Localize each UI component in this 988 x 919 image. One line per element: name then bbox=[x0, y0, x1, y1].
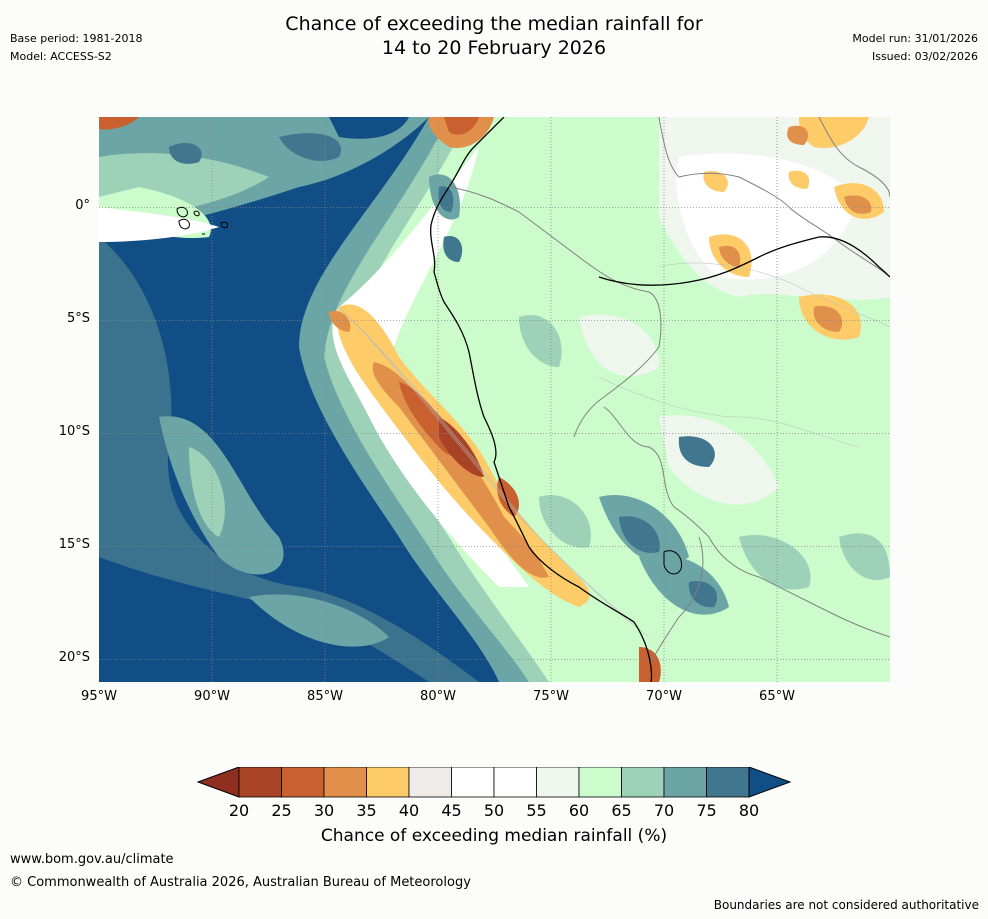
copyright-text: © Commonwealth of Australia 2026, Austra… bbox=[10, 875, 471, 890]
colorbar-tick-label: 55 bbox=[526, 801, 547, 820]
colorbar-bins bbox=[238, 767, 750, 798]
colorbar-tick-label: 30 bbox=[313, 801, 335, 820]
lat-label: 15°S bbox=[58, 537, 90, 553]
colorbar-bin bbox=[536, 767, 580, 798]
base-period-text: Base period: 1981-2018 bbox=[10, 32, 143, 45]
lake bbox=[663, 550, 683, 575]
colorbar-bin bbox=[706, 767, 750, 798]
colorbar-bin bbox=[323, 767, 367, 798]
colorbar bbox=[196, 767, 792, 798]
lon-label: 90°W bbox=[194, 689, 230, 704]
lon-label: 95°W bbox=[81, 689, 117, 704]
colorbar-title: Chance of exceeding median rainfall (%) bbox=[320, 826, 668, 846]
colorbar-tick-label: 45 bbox=[441, 801, 462, 820]
title-line-1: Chance of exceeding the median rainfall … bbox=[285, 13, 703, 35]
colorbar-bin bbox=[366, 767, 410, 798]
colorbar-high-extend bbox=[748, 767, 792, 798]
colorbar-bin bbox=[281, 767, 325, 798]
colorbar-tick-label: 70 bbox=[653, 801, 675, 820]
rainfall-map bbox=[99, 117, 890, 682]
lon-label: 85°W bbox=[307, 689, 343, 704]
colorbar-bin bbox=[621, 767, 665, 798]
river bbox=[598, 236, 890, 286]
colorbar-tick-label: 60 bbox=[568, 801, 590, 820]
lon-label: 75°W bbox=[533, 689, 569, 704]
lat-label: 5°S bbox=[66, 311, 90, 327]
colorbar-low-extend bbox=[196, 767, 240, 798]
country-borders bbox=[448, 117, 890, 663]
colorbar-bin bbox=[578, 767, 622, 798]
colorbar-tick-label: 25 bbox=[271, 801, 292, 820]
issued-text: Issued: 03/02/2026 bbox=[871, 50, 978, 63]
disclaimer-text: Boundaries are not considered authoritat… bbox=[713, 898, 979, 912]
colorbar-tick-label: 65 bbox=[611, 801, 632, 820]
lon-label: 70°W bbox=[646, 689, 682, 704]
colorbar-bin bbox=[451, 767, 495, 798]
colorbar-tick-label: 75 bbox=[696, 801, 717, 820]
lon-label: 80°W bbox=[420, 689, 456, 704]
model-run-text: Model run: 31/01/2026 bbox=[852, 32, 978, 45]
website-link[interactable]: www.bom.gov.au/climate bbox=[10, 852, 174, 867]
lat-label: 20°S bbox=[58, 650, 90, 666]
colorbar-tick-label: 50 bbox=[483, 801, 505, 820]
colorbar-tick-label: 20 bbox=[228, 801, 250, 820]
lat-label: 10°S bbox=[58, 424, 90, 440]
colorbar-tick-label: 80 bbox=[738, 801, 760, 820]
galapagos-islands bbox=[176, 206, 228, 235]
title-line-2: 14 to 20 February 2026 bbox=[381, 37, 607, 59]
colorbar-bin bbox=[493, 767, 537, 798]
lon-label: 65°W bbox=[759, 689, 795, 704]
lat-label: 0° bbox=[75, 198, 90, 214]
colorbar-bin bbox=[408, 767, 452, 798]
colorbar-tick-label: 35 bbox=[356, 801, 377, 820]
colorbar-tick-label: 40 bbox=[398, 801, 420, 820]
map-title: Chance of exceeding the median rainfall … bbox=[0, 12, 988, 60]
graticule bbox=[99, 117, 890, 682]
colorbar-bin bbox=[238, 767, 282, 798]
coastline bbox=[430, 117, 653, 682]
colorbar-bin bbox=[663, 767, 707, 798]
model-text: Model: ACCESS-S2 bbox=[10, 50, 112, 63]
